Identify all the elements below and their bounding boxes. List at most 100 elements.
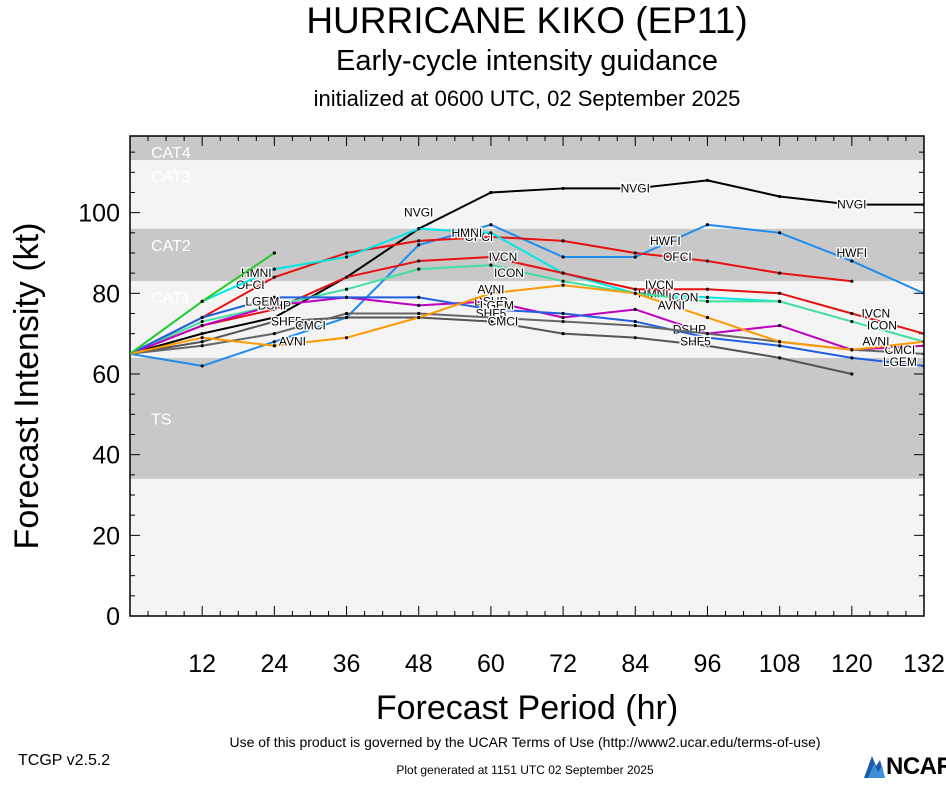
data-point-shf5 (850, 372, 854, 376)
data-point-dshp (200, 323, 204, 328)
data-point-hwfi (561, 255, 565, 259)
x-tick-label: 72 (549, 650, 577, 678)
data-point-unlabeled-11 (200, 299, 204, 303)
series-label-icon: ICON (668, 290, 698, 304)
data-point-hmni (344, 255, 349, 259)
ncar-logo-text: NCAR (886, 753, 946, 780)
data-point-cmci (344, 311, 349, 316)
data-point-lgem (489, 307, 493, 312)
series-label-cmci: CMCI (488, 315, 519, 329)
y-tick-label: 100 (78, 200, 120, 228)
data-point-nvgi (633, 186, 637, 191)
data-point-nvgi (489, 190, 493, 195)
data-point-avni (489, 291, 493, 295)
series-label-dshp: DSHP (258, 298, 291, 312)
data-point-ofci (778, 271, 782, 275)
data-point-shf5 (489, 319, 493, 324)
series-label-avni: AVNI (279, 335, 306, 349)
data-point-ivcn (489, 255, 493, 259)
data-point-dshp (633, 307, 637, 312)
x-tick-label: 60 (477, 650, 505, 678)
data-point-ivcn (705, 287, 710, 291)
data-point-icon (778, 299, 782, 303)
data-point-shf5 (778, 356, 782, 360)
y-tick-label: 60 (92, 361, 120, 389)
data-point-icon (705, 299, 710, 303)
data-point-shf5 (344, 315, 349, 320)
series-label-ivcn: IVCN (489, 250, 518, 264)
data-point-dshp (489, 299, 493, 303)
data-point-avni (272, 344, 276, 348)
data-point-lgem (850, 356, 854, 360)
data-point-ofci (705, 259, 710, 263)
series-label-nvgi: NVGI (621, 181, 650, 195)
data-point-lgem (417, 295, 421, 299)
data-point-icon (489, 263, 493, 267)
data-point-cmci (417, 311, 421, 316)
series-label-shf5: SHF5 (271, 315, 302, 329)
data-point-lgem (561, 311, 565, 316)
data-point-icon (561, 279, 565, 283)
data-point-lgem (272, 295, 276, 299)
generated-timestamp: Plot generated at 1151 UTC 02 September … (396, 763, 654, 777)
series-layer: NVGINVGINVGIHWFIHWFIHWFIOFCIOFCIOFCIHMNI… (130, 178, 924, 376)
y-tick-label: 0 (106, 603, 120, 631)
band-base (130, 478, 924, 616)
series-line-hwfi (130, 223, 924, 367)
series-label-ofci: OFCI (236, 278, 265, 292)
data-point-avni (344, 336, 349, 340)
version-label: TCGP v2.5.2 (18, 752, 111, 769)
x-tick-label: 108 (759, 650, 801, 678)
data-point-avni (633, 291, 637, 295)
band-label-cat2: CAT2 (151, 238, 191, 255)
data-point-shf5 (272, 319, 276, 324)
series-label-lgem: LGEM (245, 294, 279, 308)
series-label-nvgi: NVGI (404, 206, 433, 220)
x-tick-label: 12 (188, 650, 216, 678)
data-point-dshp (272, 303, 276, 308)
data-point-hwfi (705, 223, 710, 227)
data-point-nvgi (850, 202, 854, 207)
series-label-lgem: LGEM (883, 355, 917, 369)
series-label-cmci: CMCI (295, 319, 326, 333)
data-point-cmci (200, 344, 204, 348)
band-ts (130, 357, 924, 479)
x-tick-label: 132 (903, 650, 945, 678)
series-label-icon: ICON (867, 319, 897, 333)
ncar-logo: NCAR (862, 752, 946, 780)
data-point-nvgi (922, 202, 924, 207)
chart-subtitle: Early-cycle intensity guidance (335, 45, 718, 77)
data-point-avni (417, 315, 421, 320)
band-label-cat3: CAT3 (151, 169, 191, 186)
data-point-hmni (272, 267, 276, 271)
ncar-logo-icon (864, 756, 885, 778)
data-point-nvgi (272, 315, 276, 320)
data-point-cmci (633, 323, 637, 328)
data-point-ivcn (417, 259, 421, 263)
data-point-hwfi (850, 259, 854, 263)
band-label-ts: TS (151, 411, 171, 428)
series-line-avni (130, 284, 924, 355)
data-point-cmci (922, 352, 924, 356)
data-point-cmci (489, 315, 493, 320)
series-line-ivcn (130, 256, 924, 355)
data-point-unlabeled-11 (272, 251, 276, 255)
series-label-nvgi: NVGI (837, 198, 866, 212)
series-label-avni: AVNI (477, 282, 504, 296)
data-point-lgem (778, 344, 782, 348)
x-tick-label: 48 (405, 650, 433, 678)
series-line-nvgi (130, 179, 924, 355)
data-point-avni (705, 315, 710, 320)
series-line-dshp (130, 296, 924, 355)
x-tick-label: 24 (260, 650, 288, 678)
data-point-cmci (561, 319, 565, 324)
y-tick-label: 80 (92, 280, 120, 308)
data-point-ofci (272, 275, 276, 279)
data-point-icon (417, 267, 421, 271)
x-tick-label: 84 (621, 650, 649, 678)
series-label-ivcn: IVCN (862, 306, 891, 320)
data-point-ivcn (922, 332, 924, 336)
data-point-avni (561, 283, 565, 287)
band-label-cat4: CAT4 (151, 145, 191, 162)
terms-of-use-link[interactable]: Use of this product is governed by the U… (229, 734, 821, 750)
